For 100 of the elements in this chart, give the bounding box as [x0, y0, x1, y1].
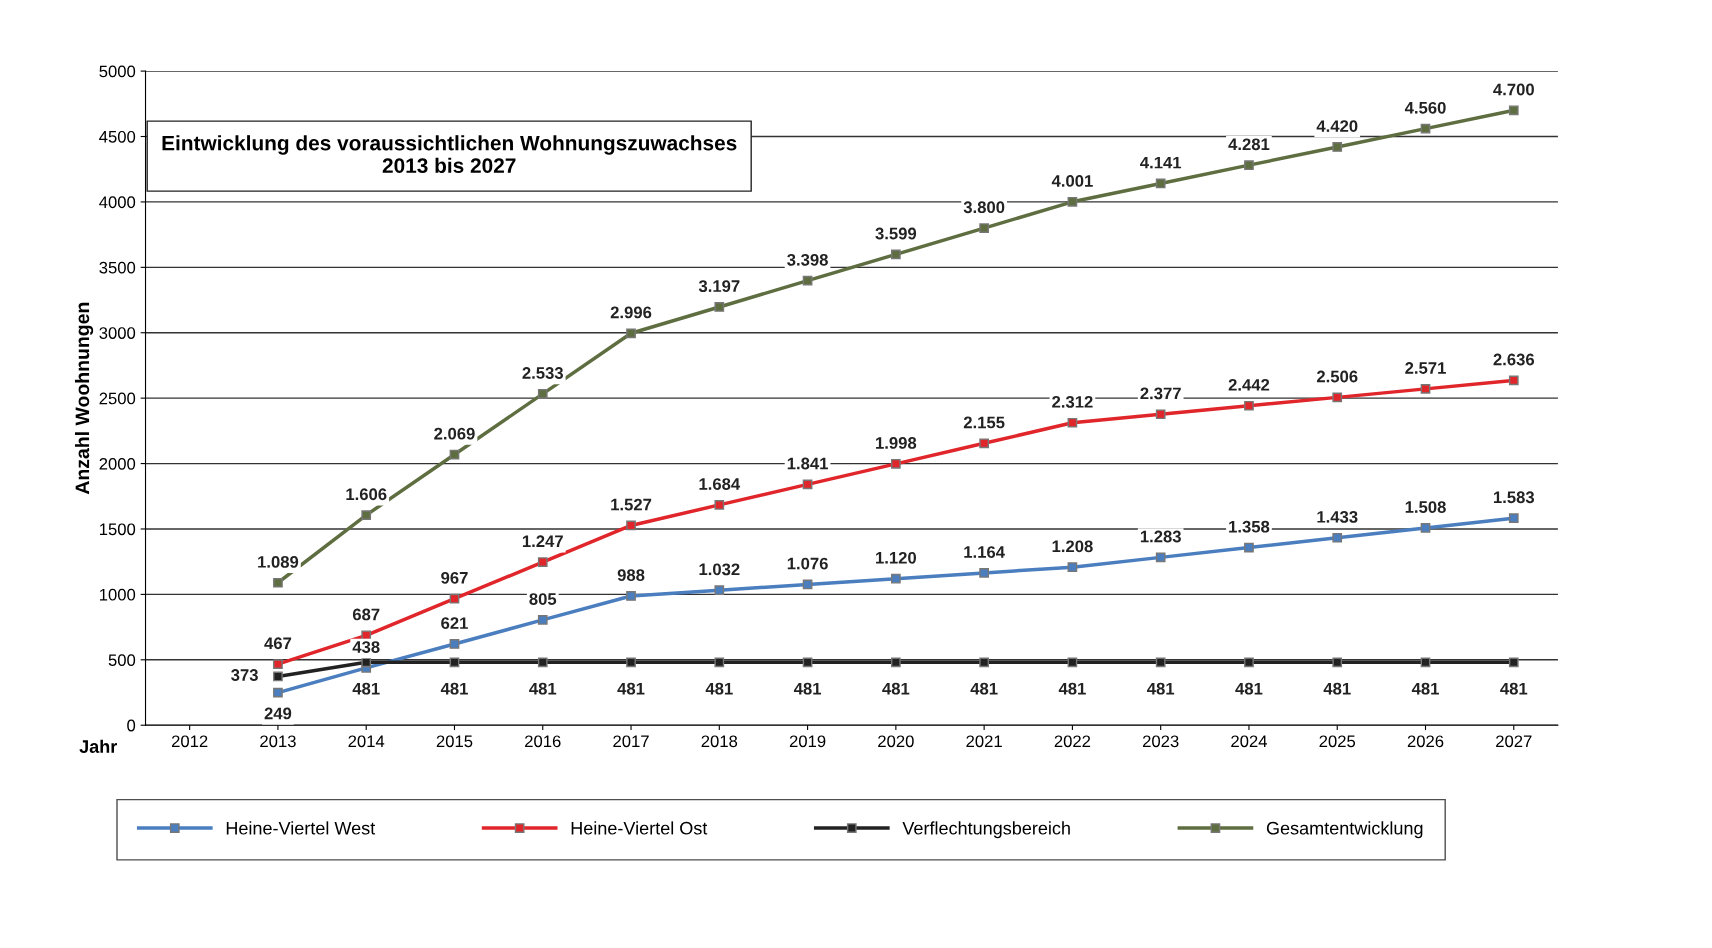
point — [714, 500, 725, 510]
data-label: 481 — [1147, 682, 1175, 695]
x-tick-label: 2017 — [613, 735, 649, 748]
x-tick-label: 2022 — [1054, 735, 1091, 748]
point — [802, 275, 813, 286]
point — [273, 687, 283, 698]
x-tick-label: 2021 — [966, 735, 1002, 748]
y-tick-label: 4000 — [99, 196, 136, 209]
data-label: 1.433 — [1317, 510, 1358, 523]
y-tick-label: 4500 — [99, 130, 136, 143]
point — [1244, 657, 1254, 668]
y-tick-label: 1000 — [100, 588, 136, 601]
x-tick-label: 2016 — [525, 735, 561, 748]
data-label: 481 — [440, 682, 468, 695]
data-label: 1.120 — [876, 551, 917, 564]
point — [1508, 513, 1519, 523]
y-tick-label: 3000 — [99, 327, 136, 339]
data-label: 967 — [441, 571, 468, 584]
data-label: 481 — [882, 682, 910, 695]
point — [1332, 657, 1343, 668]
data-label: 4.560 — [1404, 101, 1446, 114]
point — [1508, 105, 1519, 116]
data-label: 2.069 — [434, 427, 475, 440]
x-tick-label: 2027 — [1496, 735, 1532, 748]
point — [890, 657, 901, 668]
data-label: 1.208 — [1052, 540, 1093, 553]
data-label: 3.599 — [875, 227, 917, 240]
data-label: 467 — [264, 637, 292, 650]
point — [714, 657, 725, 668]
y-tick-label: 500 — [108, 654, 136, 667]
x-tick-label: 2019 — [789, 735, 826, 748]
x-tick-label: 2023 — [1142, 735, 1179, 748]
x-tick-label: 2015 — [436, 735, 473, 748]
data-label: 481 — [1500, 682, 1528, 695]
x-tick-label: 2025 — [1319, 735, 1356, 748]
data-label: 3.197 — [698, 280, 740, 293]
data-label: 2.442 — [1228, 378, 1270, 391]
data-label: 1.247 — [522, 535, 563, 547]
data-label: 1.032 — [699, 563, 740, 576]
point — [1155, 178, 1166, 189]
data-label: 2.312 — [1052, 395, 1093, 408]
point — [1244, 160, 1254, 171]
data-label: 2.533 — [522, 367, 564, 379]
point — [979, 223, 989, 233]
data-label: 3.800 — [963, 201, 1005, 214]
point — [537, 615, 548, 625]
data-label: 373 — [231, 669, 258, 681]
data-label: 2.377 — [1140, 387, 1181, 400]
data-label: 1.164 — [964, 546, 1005, 558]
data-label: 2.506 — [1316, 370, 1358, 383]
data-label: 4.141 — [1140, 156, 1182, 169]
x-tick-label: 2013 — [260, 735, 296, 748]
point — [1067, 417, 1078, 428]
data-label: 4.001 — [1051, 175, 1093, 187]
data-label: 3.398 — [787, 253, 828, 266]
data-label: 1.089 — [258, 555, 299, 568]
point — [890, 458, 901, 469]
data-label: 438 — [352, 641, 380, 653]
point — [626, 520, 636, 531]
point — [802, 657, 813, 668]
data-label: 481 — [793, 682, 822, 695]
data-label: 1.841 — [787, 457, 828, 470]
data-label: 1.583 — [1493, 491, 1535, 504]
point — [273, 671, 283, 682]
x-tick-label: 2026 — [1407, 735, 1444, 748]
point — [1420, 384, 1431, 394]
y-axis-title: Anzahl Woohnungen — [74, 302, 94, 495]
x-tick-label: 2012 — [171, 735, 208, 748]
data-label: 2.571 — [1405, 362, 1446, 374]
point — [273, 577, 283, 588]
data-label: 621 — [441, 617, 468, 630]
point — [1332, 142, 1343, 152]
point — [361, 657, 372, 668]
legend-label: Gesamtentwicklung — [1266, 821, 1423, 839]
y-tick-label: 2000 — [99, 457, 136, 470]
data-label: 2.155 — [963, 416, 1005, 429]
point — [1244, 400, 1254, 411]
point — [979, 657, 989, 668]
data-label: 249 — [264, 707, 292, 720]
point — [1155, 409, 1166, 420]
y-tick-label: 3500 — [99, 261, 136, 274]
point — [1067, 562, 1078, 573]
point — [1508, 657, 1519, 668]
point — [537, 388, 548, 399]
y-tick-label: 5000 — [99, 65, 136, 78]
x-axis-title: Jahr — [79, 739, 117, 753]
data-label: 481 — [970, 682, 998, 695]
legend-label: Verflechtungsbereich — [902, 821, 1070, 839]
point — [1508, 375, 1519, 386]
point — [1420, 123, 1431, 134]
data-label: 2.996 — [610, 306, 652, 319]
point — [1067, 657, 1078, 668]
point — [714, 302, 725, 312]
point — [449, 657, 460, 668]
data-label: 1.684 — [699, 478, 741, 490]
text: Eintwicklung des voraussichtlichen Wohnungszuwachses 2013 bis 2027 — [162, 135, 737, 174]
y-tick-label: 0 — [127, 719, 136, 732]
point — [714, 585, 725, 596]
x-tick-label: 2024 — [1231, 735, 1268, 748]
point — [449, 639, 460, 649]
